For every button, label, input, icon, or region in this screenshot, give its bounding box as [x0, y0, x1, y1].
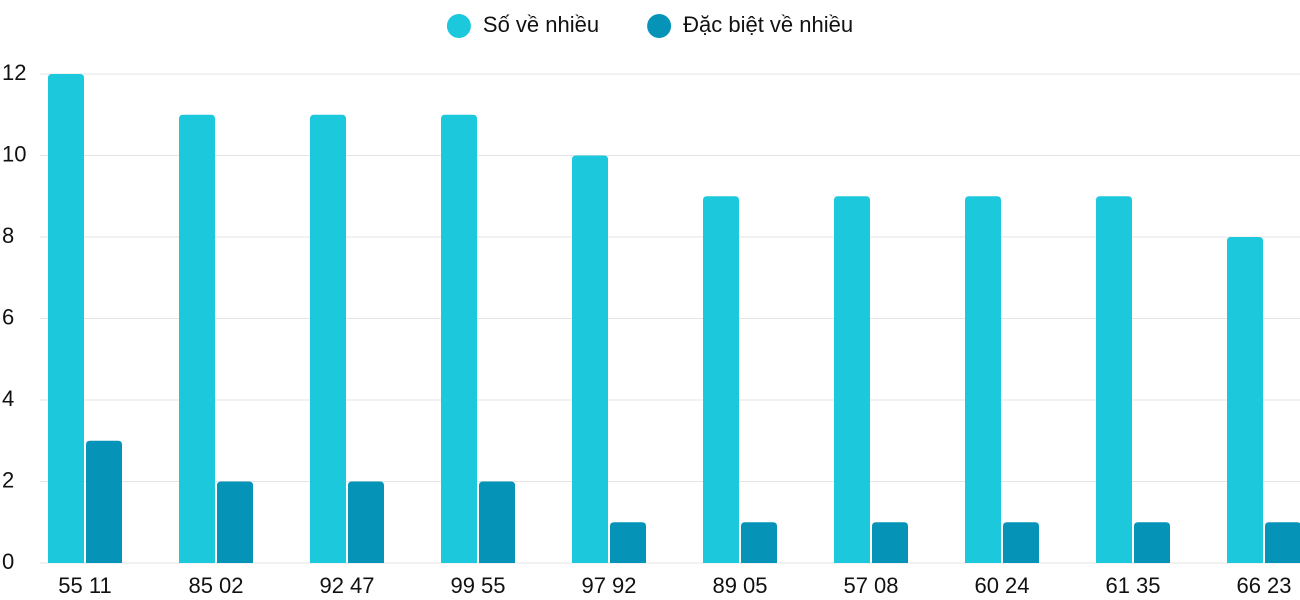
- bar: [310, 114, 346, 563]
- bar: [48, 74, 84, 563]
- x-tick-label: 89 05: [712, 573, 767, 598]
- bar: [834, 196, 870, 563]
- bar: [741, 522, 777, 563]
- bar: [479, 481, 515, 563]
- bar: [179, 114, 215, 563]
- x-tick-label: 57 08: [843, 573, 898, 598]
- y-tick-label: 6: [2, 304, 14, 329]
- y-tick-label: 0: [2, 549, 14, 574]
- bar: [703, 196, 739, 563]
- bar: [965, 196, 1001, 563]
- y-tick-label: 4: [2, 386, 14, 411]
- bar: [1265, 522, 1300, 563]
- bar: [348, 481, 384, 563]
- bar: [610, 522, 646, 563]
- bar: [872, 522, 908, 563]
- bar: [217, 481, 253, 563]
- x-tick-label: 60 24: [974, 573, 1029, 598]
- bar: [86, 440, 122, 563]
- legend-marker: [647, 14, 672, 38]
- legend-marker: [446, 14, 471, 38]
- x-tick-label: 61 35: [1105, 573, 1160, 598]
- bar: [1096, 196, 1132, 563]
- bar: [1227, 237, 1263, 563]
- legend-label: Đặc biệt về nhiều: [683, 12, 853, 37]
- x-tick-label: 66 23: [1236, 573, 1291, 598]
- y-tick-label: 8: [2, 223, 14, 248]
- bar: [1003, 522, 1039, 563]
- y-tick-label: 10: [2, 141, 26, 166]
- y-tick-label: 2: [2, 467, 14, 492]
- x-tick-label: 97 92: [581, 573, 636, 598]
- bar: [572, 155, 608, 563]
- x-tick-label: 99 55: [450, 573, 505, 598]
- bar: [441, 114, 477, 563]
- legend-label: Số về nhiều: [483, 12, 599, 37]
- bar: [1134, 522, 1170, 563]
- x-tick-label: 92 47: [319, 573, 374, 598]
- y-tick-label: 12: [2, 60, 26, 85]
- x-tick-label: 85 02: [188, 573, 243, 598]
- x-tick-label: 55 11: [58, 573, 111, 598]
